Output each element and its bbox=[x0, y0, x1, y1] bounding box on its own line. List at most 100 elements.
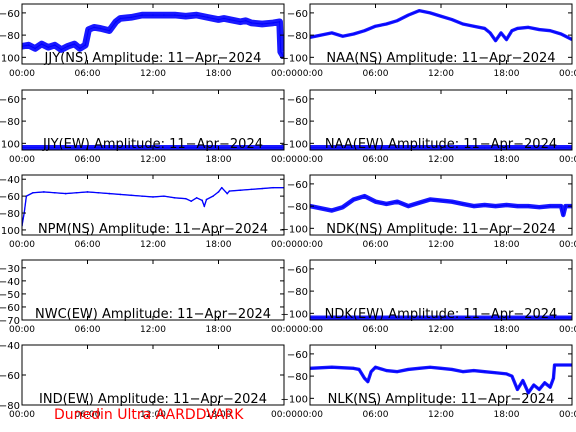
series-line bbox=[310, 10, 572, 42]
x-tick-label: 00:00 bbox=[271, 325, 297, 335]
panel-0: −100 −80 −60 00:00 06:00 12:00 18:00 00:00 JJY(N… bbox=[0, 3, 297, 79]
data-point bbox=[195, 197, 198, 199]
data-point bbox=[43, 191, 45, 193]
data-point bbox=[141, 195, 143, 197]
data-point bbox=[279, 50, 282, 53]
data-point bbox=[53, 191, 56, 194]
x-tick-label: 06:00 bbox=[363, 410, 389, 420]
panel-7: −100 −80 −60 00:00 06:00 12:00 18:00 00:00NDK(E… bbox=[281, 259, 576, 335]
series-0 bbox=[310, 363, 572, 395]
data-point bbox=[341, 35, 344, 38]
panel-1: −100−80−6000:0006:0012:0018:0000:00NAA(N… bbox=[281, 3, 576, 79]
data-point bbox=[500, 32, 502, 34]
y-tick-label: −30 bbox=[0, 264, 20, 275]
y-tick-label: −50 bbox=[0, 290, 20, 301]
data-point bbox=[32, 191, 34, 194]
data-point bbox=[84, 44, 87, 46]
data-point bbox=[195, 14, 198, 16]
data-point bbox=[320, 34, 322, 36]
y-tick-label: −100 bbox=[281, 139, 308, 150]
data-point bbox=[472, 205, 475, 207]
y-tick-label: −60 bbox=[0, 9, 20, 20]
data-point bbox=[250, 188, 253, 191]
data-point bbox=[352, 33, 355, 35]
data-point bbox=[538, 388, 541, 391]
data-point bbox=[429, 366, 431, 369]
data-point bbox=[440, 15, 442, 18]
data-point bbox=[483, 316, 486, 319]
data-point bbox=[494, 205, 497, 207]
data-point bbox=[472, 25, 475, 28]
data-point bbox=[549, 205, 551, 207]
panel-3: −100 −80 −60 00:00 06:00 12:00 18:00 00:00NAA(E… bbox=[281, 89, 576, 165]
series-0 bbox=[22, 186, 284, 227]
x-tick-label: 00:00 bbox=[559, 155, 576, 165]
y-tick-label: −60 bbox=[287, 9, 308, 20]
y-tick-label: −80 bbox=[287, 287, 308, 298]
data-point bbox=[64, 146, 67, 149]
x-tick-label: 06:00 bbox=[75, 240, 101, 250]
data-point bbox=[440, 199, 442, 202]
panel-5: −100 −80 −60 00:00 06:00 12:00 18:00 00:00NDK(N… bbox=[281, 174, 576, 250]
series-band bbox=[310, 193, 572, 218]
x-tick-label: 00:00 bbox=[297, 325, 323, 335]
data-point bbox=[374, 25, 377, 28]
data-point bbox=[244, 19, 247, 22]
y-tick-label: −80 bbox=[0, 117, 20, 128]
data-point bbox=[418, 367, 420, 370]
y-tick-label: −60 bbox=[0, 303, 20, 314]
x-tick-label: 18:00 bbox=[494, 240, 520, 250]
data-point bbox=[53, 44, 56, 46]
data-point bbox=[429, 12, 431, 14]
panel-title: JJY(EW) Amplitude: 11−Apr−2024 bbox=[42, 137, 263, 152]
x-tick-label: 06:00 bbox=[75, 69, 101, 79]
footer-label: Dunedin Ultra AARDDVARK bbox=[54, 407, 244, 423]
x-tick-label: 00:00 bbox=[559, 240, 576, 250]
data-point bbox=[40, 43, 43, 45]
data-point bbox=[451, 200, 453, 203]
data-point bbox=[108, 146, 111, 149]
data-point bbox=[483, 370, 486, 373]
data-point bbox=[203, 205, 206, 208]
y-tick-label: −60 bbox=[287, 180, 308, 191]
panel-title: NDK(NS) Amplitude: 11−Apr−2024 bbox=[326, 222, 556, 237]
data-point bbox=[564, 205, 567, 207]
x-tick-label: 12:00 bbox=[428, 155, 454, 165]
data-point bbox=[358, 368, 360, 371]
data-point bbox=[108, 29, 111, 32]
x-tick-label: 00:00 bbox=[297, 240, 323, 250]
data-point bbox=[407, 368, 410, 371]
x-tick-label: 00:00 bbox=[271, 240, 297, 250]
data-point bbox=[396, 200, 399, 203]
data-point bbox=[226, 192, 229, 195]
x-tick-label: 06:00 bbox=[75, 325, 101, 335]
y-tick-label: −40 bbox=[0, 277, 20, 288]
data-point bbox=[352, 146, 355, 149]
y-tick-label: −40 bbox=[0, 175, 20, 186]
x-tick-label: 18:00 bbox=[206, 155, 232, 165]
y-tick-label: −40 bbox=[0, 341, 20, 352]
x-tick-label: 06:00 bbox=[75, 410, 101, 420]
y-tick-label: −60 bbox=[287, 350, 308, 361]
data-point bbox=[47, 46, 49, 49]
data-point bbox=[115, 20, 117, 23]
x-tick-label: 18:00 bbox=[494, 325, 520, 335]
y-tick-label: −80 bbox=[287, 31, 308, 42]
data-point bbox=[407, 14, 410, 16]
data-point bbox=[108, 192, 111, 195]
x-tick-label: 12:00 bbox=[428, 325, 454, 335]
y-tick-label: −60 bbox=[0, 95, 20, 106]
y-tick-label: −60 bbox=[287, 265, 308, 276]
data-point bbox=[472, 369, 475, 372]
data-point bbox=[505, 373, 508, 375]
data-point bbox=[511, 375, 513, 377]
y-tick-label: −100 bbox=[0, 226, 20, 237]
data-point bbox=[272, 186, 274, 189]
data-point bbox=[396, 370, 399, 373]
x-tick-label: 18:00 bbox=[494, 69, 520, 79]
data-point bbox=[86, 191, 89, 193]
x-tick-label: 06:00 bbox=[363, 240, 389, 250]
data-point bbox=[549, 386, 551, 389]
data-point bbox=[516, 27, 519, 30]
